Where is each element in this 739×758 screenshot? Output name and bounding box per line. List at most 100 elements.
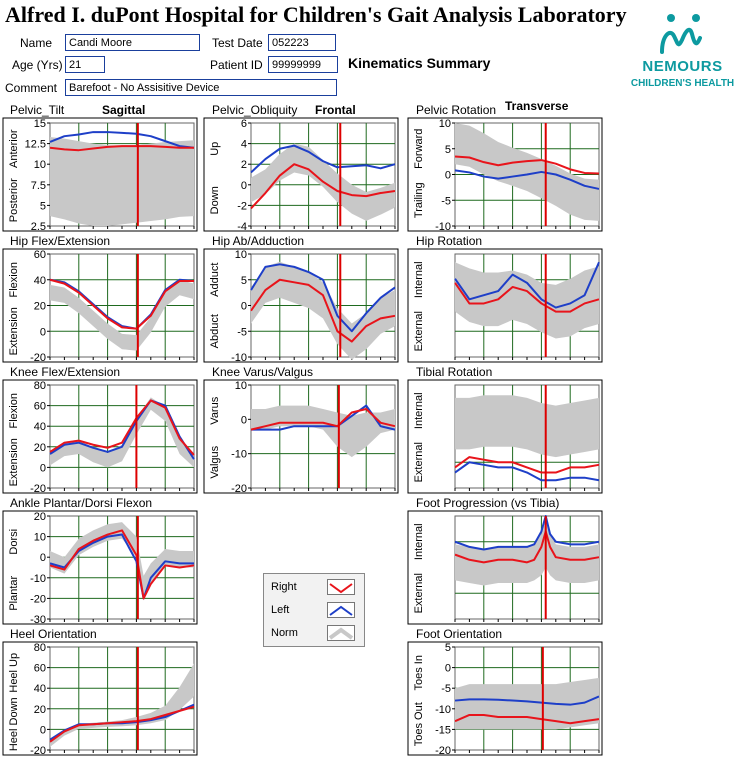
plot-knee-flex-extension: 80 60 40 20 0 -20 Flexion Extension xyxy=(2,379,198,494)
y-label-bottom: Down xyxy=(209,186,221,214)
plot-title-tibial-rotation: Tibial Rotation xyxy=(416,365,493,379)
name-field[interactable]: Candi Moore xyxy=(65,34,200,51)
test-date-field[interactable]: 052223 xyxy=(268,34,336,51)
y-tick-label: 2.5 xyxy=(31,221,46,232)
y-label-top: Varus xyxy=(209,396,221,424)
y-label-top: Flexion xyxy=(8,393,20,428)
y-tick-label: -5 xyxy=(441,195,451,207)
y-label-bottom: Toes Out xyxy=(413,702,425,746)
norm-band xyxy=(455,521,599,586)
y-tick-label: 40 xyxy=(34,421,46,433)
y-tick-label: 4 xyxy=(241,139,247,151)
comment-label: Comment xyxy=(5,81,58,95)
plot-title-pelvic-obliquity: Pelvic_Obliquity xyxy=(212,103,298,117)
y-tick-label: 6 xyxy=(241,118,247,130)
y-tick-label: 5 xyxy=(445,642,451,654)
report-title: Alfred I. duPont Hospital for Children's… xyxy=(5,2,627,27)
y-tick-label: 0 xyxy=(40,552,46,564)
plot-hip-flex-extension: 60 40 20 0 -20 Flexion Extension xyxy=(2,248,198,363)
y-tick-label: 60 xyxy=(34,249,46,261)
y-tick-label: 7.5 xyxy=(31,180,46,192)
plot-title-ankle: Ankle Plantar/Dorsi Flexon xyxy=(10,496,153,510)
age-field[interactable]: 21 xyxy=(65,56,105,73)
y-tick-label: -10 xyxy=(435,704,451,716)
left-series-line xyxy=(454,169,600,190)
plot-area xyxy=(49,384,195,489)
y-tick-label: 20 xyxy=(34,511,46,523)
norm-band xyxy=(50,663,194,747)
norm-band xyxy=(455,395,599,458)
right-series-line xyxy=(454,456,600,474)
logo-name: NEMOURS xyxy=(642,58,723,75)
y-tick-label: 60 xyxy=(34,663,46,675)
y-tick-label: -10 xyxy=(30,573,46,585)
y-label-bottom: Extension xyxy=(8,438,20,486)
plot-title-hip-flex: Hip Flex/Extension xyxy=(10,234,111,248)
y-tick-label: 0 xyxy=(445,170,451,182)
y-tick-label: -10 xyxy=(435,221,451,232)
plot-hip-rotation: Internal External xyxy=(407,248,603,363)
y-tick-label: 2 xyxy=(241,159,247,171)
y-tick-label: 40 xyxy=(34,275,46,287)
logo-subtitle: CHILDREN'S HEALTH xyxy=(630,78,735,89)
plot-title-foot-orientation: Foot Orientation xyxy=(416,627,503,641)
y-label-top: Up xyxy=(209,142,221,156)
plane-frontal: Frontal xyxy=(315,103,356,117)
legend-right-swatch xyxy=(327,579,355,595)
y-tick-label: -20 xyxy=(30,352,46,363)
y-tick-label: 15 xyxy=(34,118,46,130)
left-series-line xyxy=(49,278,195,330)
y-label-top: Internal xyxy=(413,523,425,560)
y-label-top: Forward xyxy=(413,129,425,169)
right-series-line xyxy=(454,530,600,564)
y-tick-label: 0 xyxy=(241,414,247,426)
plot-pelvic-rotation: 10 5 0 -5 -10 Forward Trailing xyxy=(407,117,603,232)
y-label-top: Toes In xyxy=(413,655,425,690)
patient-id-field[interactable]: 99999999 xyxy=(268,56,338,73)
plot-title-hip-abduction: Hip Ab/Adduction xyxy=(212,234,305,248)
norm-band xyxy=(50,137,194,226)
y-label-bottom: Plantar xyxy=(8,575,20,610)
right-series-line xyxy=(250,408,396,431)
legend-left-label: Left xyxy=(271,604,290,616)
y-tick-label: -20 xyxy=(30,593,46,605)
norm-band xyxy=(50,279,194,351)
y-tick-label: -20 xyxy=(231,483,247,494)
y-tick-label: 5 xyxy=(241,275,247,287)
y-label-top: Heel Up xyxy=(8,653,20,693)
comment-field[interactable]: Barefoot - No Assisitive Device xyxy=(65,79,337,96)
y-tick-label: 12.5 xyxy=(25,139,46,151)
nemours-logo: NEMOURS CHILDREN'S HEALTH xyxy=(630,8,735,93)
left-series-line xyxy=(250,144,396,174)
y-tick-label: 0 xyxy=(40,326,46,338)
right-series-line xyxy=(49,278,194,330)
plot-title-heel-orientation: Heel Orientation xyxy=(10,627,97,641)
plot-foot-progression: Internal External xyxy=(407,510,603,625)
y-tick-label: -4 xyxy=(237,221,247,232)
y-label-bottom: Valgus xyxy=(209,445,221,478)
right-series-line xyxy=(49,145,194,152)
y-tick-label: 80 xyxy=(34,380,46,392)
left-series-line xyxy=(454,261,600,309)
name-label: Name xyxy=(20,36,53,50)
y-label-bottom: External xyxy=(413,311,425,351)
norm-band xyxy=(455,262,599,339)
right-series-line xyxy=(250,278,396,343)
y-tick-label: 20 xyxy=(34,301,46,313)
plot-knee-varus-valgus: 10 0 -10 -20 Varus Valgus xyxy=(203,379,399,494)
legend: Right Left Norm xyxy=(263,573,365,647)
y-tick-label: -2 xyxy=(237,200,247,212)
right-series-line xyxy=(250,163,396,210)
y-label-top: Flexion xyxy=(8,262,20,297)
plot-title-foot-progression: Foot Progression (vs Tibia) xyxy=(416,496,560,510)
y-tick-label: 10 xyxy=(34,159,46,171)
plot-hip-ab-adduction: 10 5 0 -5 -10 Adduct Abduct xyxy=(203,248,399,363)
kinematics-summary-heading: Kinematics Summary xyxy=(348,55,491,71)
right-series-line xyxy=(49,705,195,743)
y-label-bottom: Extension xyxy=(8,307,20,355)
y-tick-label: -10 xyxy=(231,352,247,363)
y-label-top: Anterior xyxy=(8,129,20,168)
legend-left-swatch xyxy=(327,602,355,618)
y-label-bottom: External xyxy=(413,442,425,482)
plot-heel-orientation: 80 60 40 20 0 -20 Heel Up Heel Down xyxy=(2,641,198,756)
